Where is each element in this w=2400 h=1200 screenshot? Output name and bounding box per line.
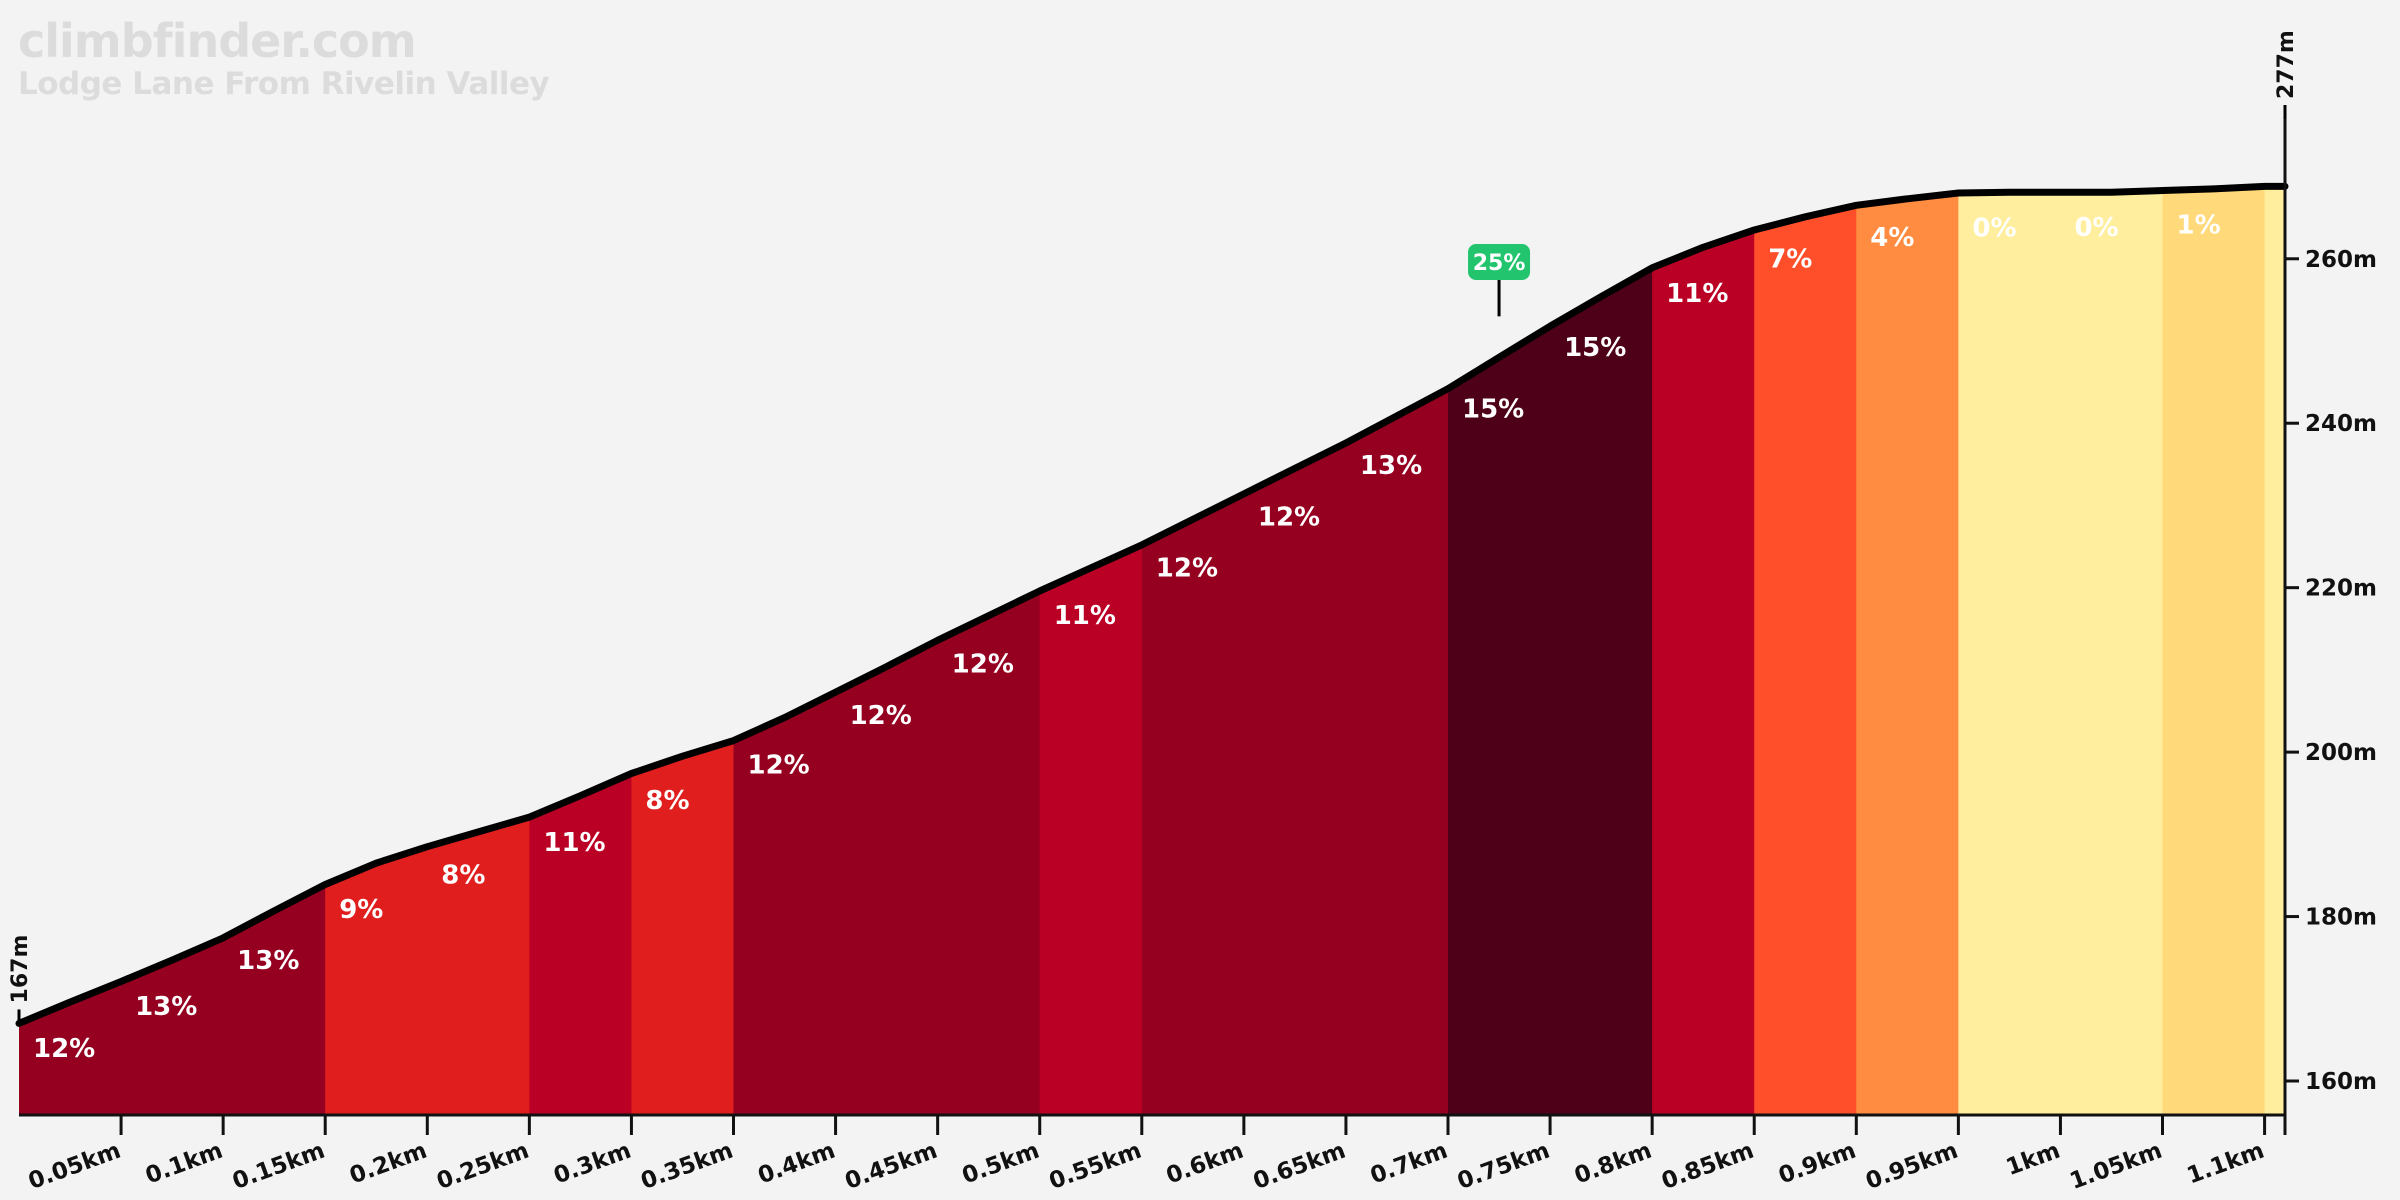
- y-tick-label: 200m: [2305, 740, 2377, 766]
- y-tick-label: 180m: [2305, 905, 2377, 931]
- gradient-segment: [19, 186, 122, 1115]
- climb-title: Lodge Lane From Rivelin Valley: [18, 66, 550, 102]
- x-tick-label: 0.2km: [346, 1138, 430, 1190]
- gradient-label: 13%: [237, 946, 299, 976]
- gradient-segment: [1345, 186, 1449, 1115]
- gradient-segments: [19, 186, 2285, 1115]
- gradient-label: 13%: [1360, 451, 1422, 481]
- gradient-segment: [2264, 186, 2285, 1115]
- x-tick-label: 0.8km: [1571, 1138, 1655, 1190]
- x-tick-label: 0.85km: [1658, 1138, 1757, 1195]
- x-tick-label: 0.3km: [550, 1138, 634, 1190]
- y-tick-label: 260m: [2305, 247, 2377, 273]
- gradient-segment: [1039, 186, 1143, 1115]
- x-tick-label: 0.4km: [755, 1138, 839, 1190]
- gradient-segment: [1652, 186, 1755, 1115]
- gradient-label: 12%: [33, 1034, 95, 1064]
- x-tick-label: 0.7km: [1367, 1138, 1451, 1190]
- start-elevation-label: 167m: [8, 935, 33, 1004]
- x-tick-label: 0.35km: [638, 1138, 737, 1195]
- gradient-segment: [733, 186, 837, 1115]
- x-tick-label: 0.05km: [25, 1138, 124, 1195]
- gradient-label: 13%: [135, 992, 197, 1022]
- x-tick-label: 0.5km: [959, 1138, 1043, 1190]
- y-tick-label: 240m: [2305, 411, 2377, 437]
- gradient-label: 0%: [1972, 214, 2016, 244]
- gradient-segment: [2162, 186, 2266, 1115]
- gradient-label: 12%: [1156, 554, 1218, 584]
- elevation-markers: 167m 277m: [8, 30, 2299, 1024]
- gradient-label: 11%: [543, 828, 605, 858]
- x-tick-label: 0.95km: [1862, 1138, 1961, 1195]
- x-tick-label: 0.25km: [433, 1138, 532, 1195]
- max-gradient-badge: [1468, 244, 1531, 280]
- gradient-label: 15%: [1462, 395, 1524, 425]
- x-tick-label: 1.1km: [2184, 1138, 2268, 1190]
- gradient-segment: [937, 186, 1041, 1115]
- gradient-segment: [1448, 186, 1551, 1115]
- max-gradient-label: 25%: [1473, 251, 1526, 276]
- gradient-segment: [835, 186, 939, 1115]
- gradient-label: 0%: [2074, 213, 2118, 243]
- x-tick-label: 1.05km: [2067, 1138, 2166, 1195]
- gradient-label: 12%: [1258, 503, 1320, 533]
- x-tick-label: 1km: [2003, 1138, 2064, 1181]
- x-tick-label: 0.45km: [842, 1138, 941, 1195]
- x-tick-label: 0.75km: [1454, 1138, 1553, 1195]
- gradient-label: 7%: [1768, 245, 1812, 275]
- x-axis: 0.05km 0.1km 0.15km 0.2km 0.25km 0.3km 0.35km 0…: [19, 1113, 2287, 1195]
- max-gradient-marker: 25%: [1468, 244, 1531, 317]
- gradient-label: 12%: [748, 751, 810, 781]
- gradient-segment: [631, 186, 735, 1115]
- gradient-label: 9%: [339, 895, 383, 925]
- gradient-segment: [1856, 186, 1959, 1115]
- gradient-segment: [1243, 186, 1347, 1115]
- x-tick-label: 0.15km: [229, 1138, 328, 1195]
- profile-line: [15, 182, 2289, 1027]
- x-tick-label: 0.1km: [142, 1138, 226, 1190]
- gradient-segment: [1550, 186, 1653, 1115]
- x-tick-label: 0.55km: [1046, 1138, 1145, 1195]
- gradient-segment: [529, 186, 633, 1115]
- gradient-label: 11%: [1666, 279, 1728, 309]
- gradient-labels: 12% 13% 13% 9% 8% 11% 8% 12% 12% 12% 11% 12% 12% 13% 1…: [33, 211, 2221, 1064]
- y-tick-label: 160m: [2305, 1069, 2377, 1095]
- gradient-segment: [1754, 186, 1857, 1115]
- x-tick-label: 0.65km: [1250, 1138, 1349, 1195]
- gradient-label: 15%: [1564, 333, 1626, 363]
- gradient-label: 4%: [1870, 223, 1914, 253]
- site-name: climbfinder.com: [18, 14, 417, 68]
- y-tick-label: 220m: [2305, 576, 2377, 602]
- x-tick-label: 0.9km: [1775, 1138, 1859, 1190]
- gradient-label: 8%: [645, 786, 689, 816]
- gradient-label: 12%: [952, 649, 1014, 679]
- gradient-label: 1%: [2177, 211, 2221, 241]
- gradient-segment: [427, 186, 530, 1115]
- gradient-segment: [1958, 186, 2062, 1115]
- gradient-label: 12%: [850, 701, 912, 731]
- gradient-segment: [2060, 186, 2164, 1115]
- end-elevation-label: 277m: [2274, 30, 2299, 99]
- gradient-label: 11%: [1054, 601, 1116, 631]
- gradient-label: 8%: [441, 861, 485, 891]
- gradient-segment: [325, 186, 428, 1115]
- y-axis: 160m 180m 200m 220m 240m 260m: [2283, 119, 2377, 1115]
- x-tick-label: 0.6km: [1163, 1138, 1247, 1190]
